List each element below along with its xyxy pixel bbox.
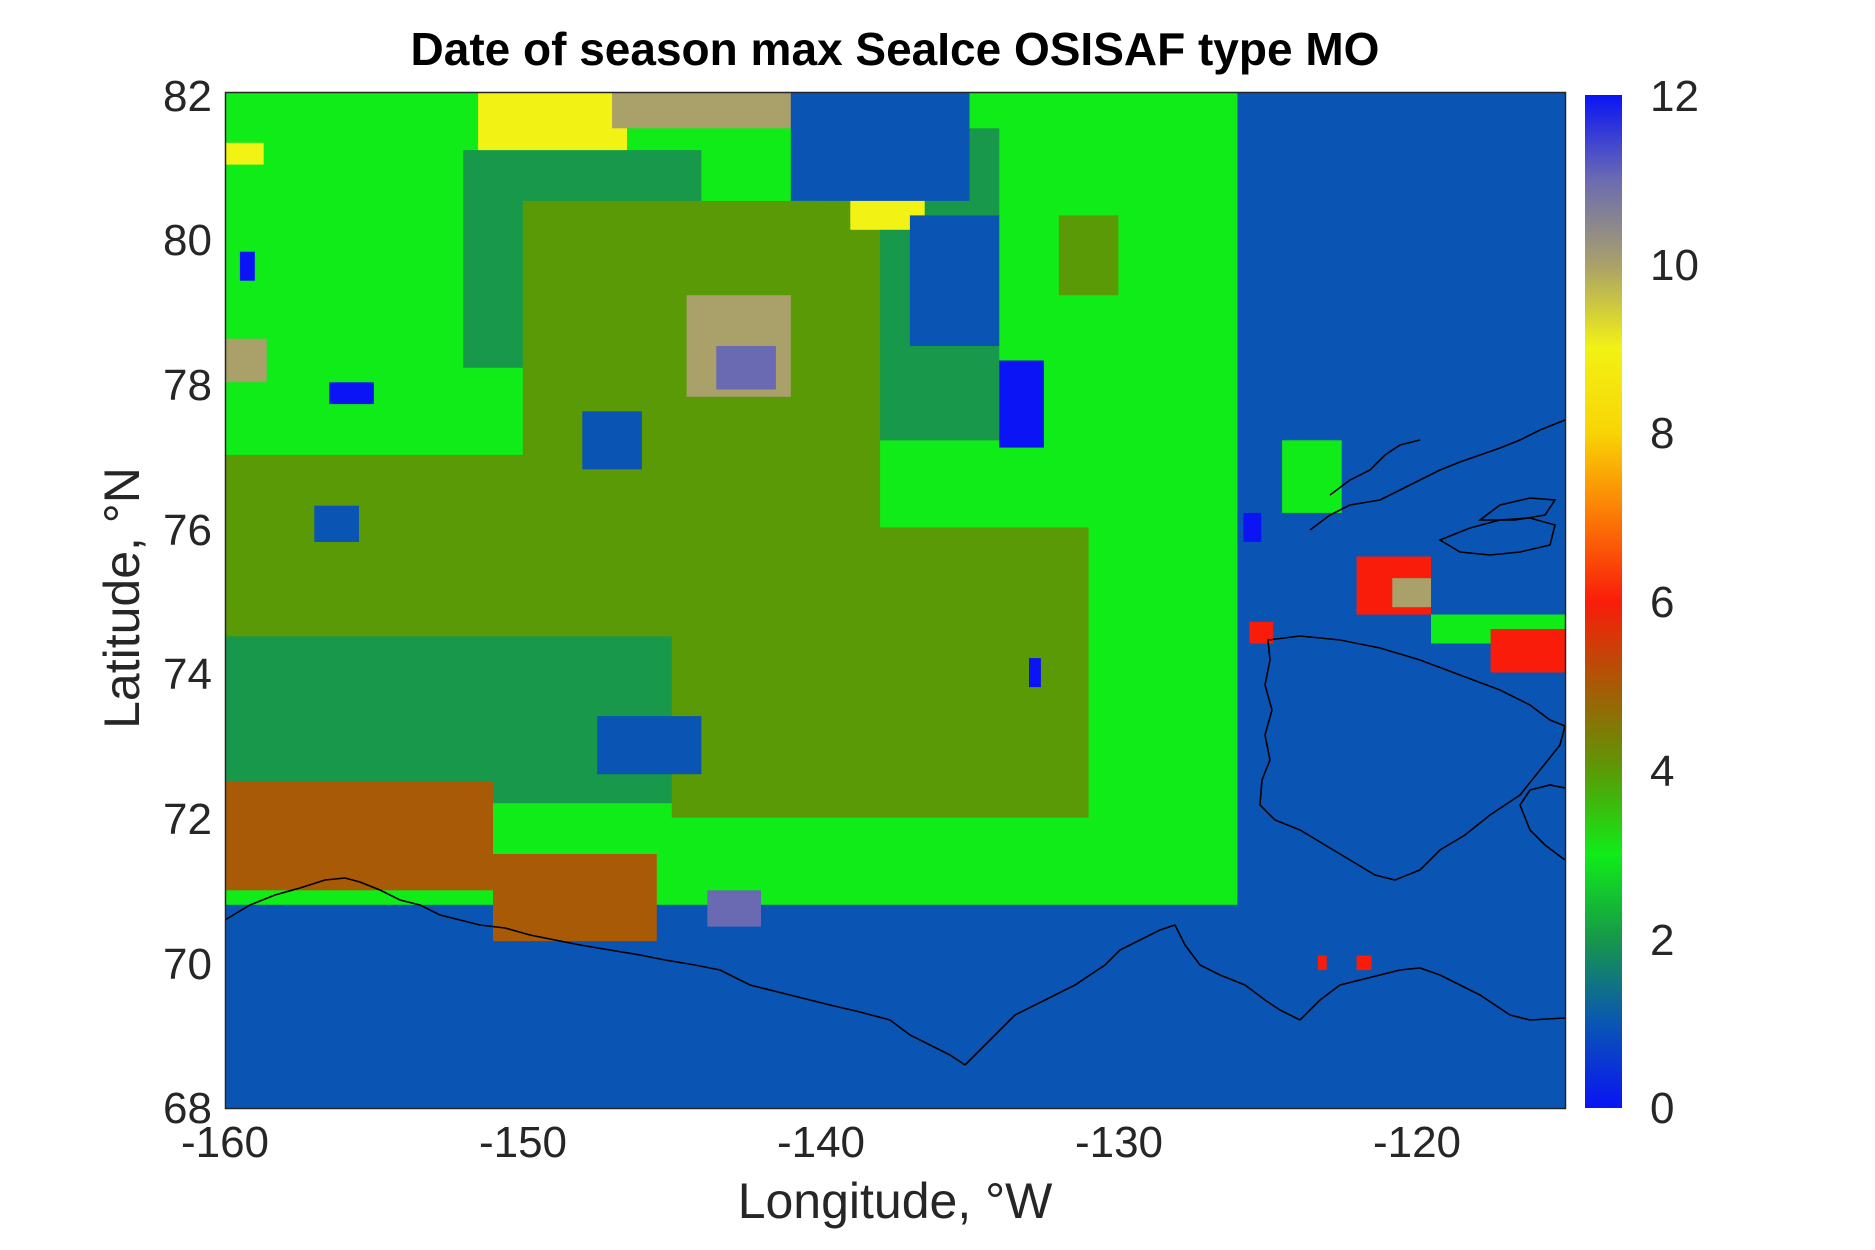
- colorbar-tick-label: 6: [1650, 578, 1675, 627]
- x-tick-label: -140: [776, 1118, 866, 1167]
- cornwallis-island-outline: [1477, 497, 1557, 521]
- heatmap-region-16: [225, 338, 267, 383]
- melville-island-coastline: [1309, 419, 1565, 531]
- heatmap-region-21: [597, 716, 702, 775]
- y-tick-label: 72: [163, 795, 212, 844]
- colorbar-tick-label: 0: [1650, 1084, 1675, 1133]
- victoria-island-coastline: [1519, 784, 1565, 861]
- y-tick-label: 82: [163, 72, 212, 121]
- heatmap-region-19: [790, 92, 970, 201]
- x-tick-label: -160: [180, 1118, 270, 1167]
- heatmap-region-23: [314, 505, 359, 542]
- y-tick-label: 76: [163, 506, 212, 555]
- x-axis-label: Longitude, °W: [737, 1173, 1053, 1229]
- colorbar-tick-label: 4: [1650, 747, 1675, 796]
- y-tick-label: 70: [163, 940, 212, 989]
- y-tick-label: 80: [163, 216, 212, 265]
- banks-island-outline: [1259, 635, 1565, 881]
- heatmap-region-7: [671, 527, 1089, 818]
- heatmap-region-24: [999, 360, 1044, 448]
- x-tick-label: -130: [1074, 1118, 1164, 1167]
- amundsen-gulf-coastline: [1299, 967, 1565, 1021]
- bathurst-island-outline: [1438, 517, 1556, 556]
- heatmap-region-11: [478, 92, 627, 151]
- heatmap-region-22: [582, 411, 642, 470]
- x-tick-label: -150: [478, 1118, 568, 1167]
- colorbar-tick-label: 12: [1650, 72, 1699, 121]
- heatmap-region-29: [1282, 440, 1342, 513]
- x-tick-label: -120: [1372, 1118, 1462, 1167]
- heatmap-region-12: [225, 142, 264, 165]
- heatmap-region-37: [1317, 955, 1327, 971]
- heatmap-region-14: [612, 92, 806, 129]
- heatmap-region-33: [1392, 578, 1431, 608]
- heatmap-region-25: [329, 382, 374, 405]
- heatmap-region-17: [716, 346, 776, 390]
- heatmap-region-28: [1029, 658, 1041, 688]
- heatmap-region-18: [707, 890, 761, 927]
- colorbar: [1585, 95, 1622, 1108]
- mackenzie-delta-coastline: [964, 924, 1301, 1066]
- plot-frame: [224, 91, 1567, 1110]
- y-tick-label: 74: [163, 650, 212, 699]
- colorbar-tick-label: 10: [1650, 241, 1699, 290]
- heatmap-region-27: [1243, 512, 1262, 542]
- alaska-coastline: [225, 877, 966, 1066]
- colorbar-tick-label: 8: [1650, 409, 1675, 458]
- coastline-layer: [225, 419, 1565, 1066]
- heatmap-region-9: [225, 781, 493, 891]
- heatmap-region-20: [909, 215, 1000, 346]
- sea-ice-region-layer: [225, 92, 1565, 1108]
- heatmap-region-30: [1249, 621, 1274, 644]
- heatmap-region-35: [1490, 629, 1565, 673]
- heatmap-region-26: [239, 251, 255, 281]
- y-tick-label: 68: [163, 1084, 212, 1133]
- heatmap-region-36: [1356, 955, 1372, 971]
- heatmap-region-10: [493, 854, 657, 942]
- heatmap-region-8: [1058, 215, 1119, 296]
- prince-patrick-island-coastline: [1329, 439, 1421, 496]
- y-tick-label: 78: [163, 361, 212, 410]
- chart-title: Date of season max SeaIce OSISAF type MO: [410, 23, 1380, 75]
- heatmap-region-31: [1311, 541, 1363, 600]
- colorbar-tick-label: 2: [1650, 916, 1675, 965]
